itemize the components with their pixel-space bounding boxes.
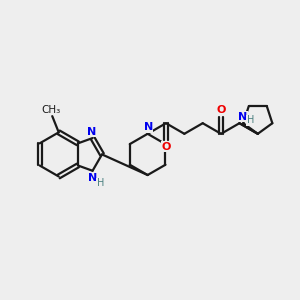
Text: O: O	[161, 142, 171, 152]
Text: N: N	[87, 127, 97, 136]
Text: CH₃: CH₃	[41, 105, 60, 115]
Text: H: H	[247, 115, 254, 125]
Text: N: N	[238, 112, 248, 122]
Text: N: N	[88, 173, 97, 183]
Text: N: N	[144, 122, 153, 132]
Text: O: O	[217, 105, 226, 115]
Text: H: H	[97, 178, 104, 188]
